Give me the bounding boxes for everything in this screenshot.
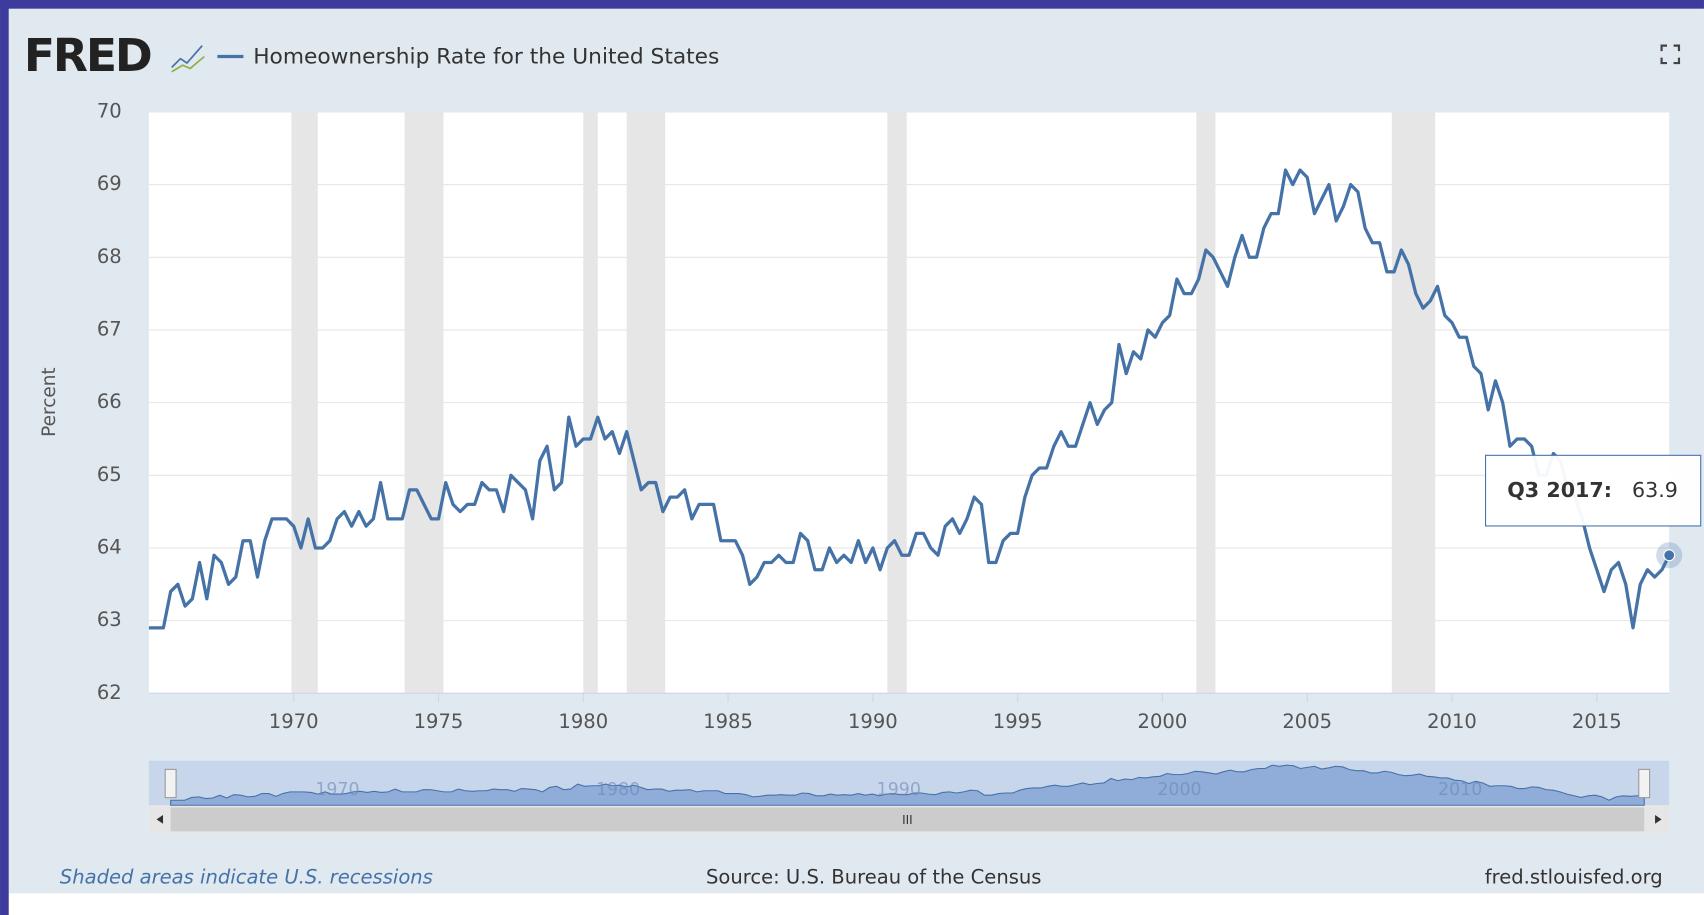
navigator-handle-right[interactable] <box>1638 768 1651 799</box>
footer-site[interactable]: fred.stlouisfed.org <box>1485 866 1663 889</box>
x-tick-label: 1975 <box>414 710 464 733</box>
tooltip-value: 63.9 <box>1632 478 1678 502</box>
logo-icon <box>171 45 205 73</box>
y-tick-label: 69 <box>97 172 122 195</box>
navigator-tick-label: 2010 <box>1438 780 1482 800</box>
footer-note: Shaded areas indicate U.S. recessions <box>60 866 433 889</box>
y-tick-label: 62 <box>97 681 122 704</box>
footer-source: Source: U.S. Bureau of the Census <box>706 866 1041 889</box>
x-tick-label: 2005 <box>1282 710 1332 733</box>
top-border <box>0 0 1704 9</box>
tooltip-period: Q3 2017: <box>1507 478 1612 502</box>
x-tick-label: 2015 <box>1572 710 1622 733</box>
navigator-area <box>170 764 1645 806</box>
scrollbar-thumb[interactable] <box>170 807 1645 832</box>
legend-label: Homeownership Rate for the United States <box>253 45 719 70</box>
x-tick-label: 2010 <box>1427 710 1477 733</box>
x-tick-label: 1970 <box>269 710 319 733</box>
scroll-right[interactable] <box>1655 815 1662 824</box>
y-axis-label: Percent <box>39 367 60 437</box>
x-tick-label: 1995 <box>993 710 1043 733</box>
left-border <box>0 0 9 915</box>
x-tick-label: 1980 <box>558 710 608 733</box>
x-tick-label: 2000 <box>1138 710 1188 733</box>
x-tick-label: 1990 <box>848 710 898 733</box>
y-tick-label: 64 <box>97 535 122 558</box>
tooltip-box <box>1485 454 1702 527</box>
series-line <box>148 168 1671 630</box>
y-tick-label: 65 <box>97 463 122 486</box>
scrollbar-grip: III <box>902 813 913 827</box>
hover-point <box>1663 549 1676 562</box>
logo: FRED <box>24 29 151 82</box>
y-tick-label: 66 <box>97 390 122 413</box>
x-tick-label: 1985 <box>703 710 753 733</box>
y-tick-label: 67 <box>97 317 122 340</box>
fullscreen-button[interactable] <box>1660 44 1681 65</box>
navigator-tick-label: 1970 <box>315 780 359 800</box>
y-tick-label: 68 <box>97 245 122 268</box>
y-tick-label: 70 <box>97 99 122 122</box>
y-tick-label: 63 <box>97 608 122 631</box>
navigator-tick-label: 1990 <box>877 780 921 800</box>
scroll-left[interactable] <box>156 815 164 824</box>
navigator-tick-label: 2000 <box>1157 780 1201 800</box>
navigator-handle-left[interactable] <box>164 768 177 799</box>
navigator-tick-label: 1980 <box>596 780 640 800</box>
